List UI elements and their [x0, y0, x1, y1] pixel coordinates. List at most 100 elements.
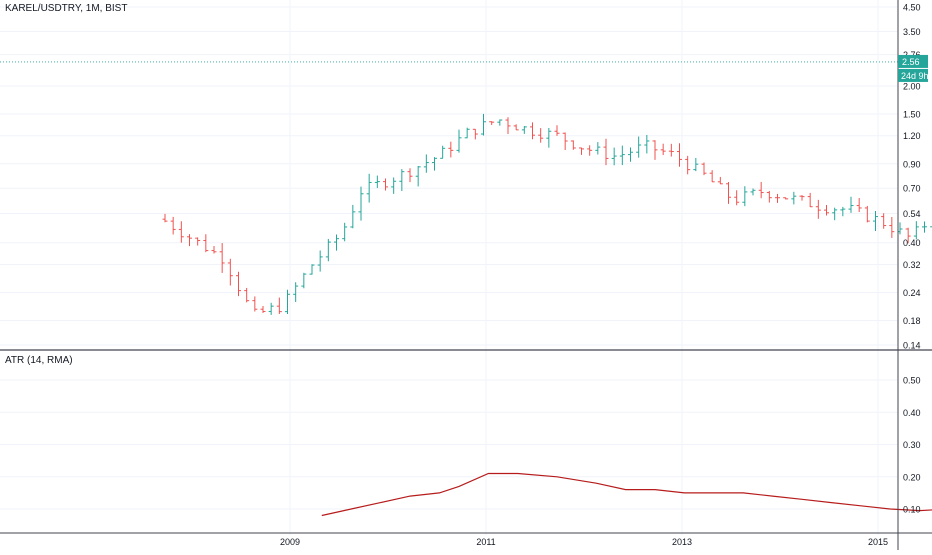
atr-tick-label: 0.10	[903, 505, 921, 515]
ohlc-bar-up	[611, 147, 617, 166]
x-tick-label: 2015	[868, 537, 888, 547]
grid-layer	[0, 0, 898, 535]
ohlc-bar-down	[219, 243, 225, 273]
ohlc-bar-down	[864, 205, 870, 223]
ohlc-bar-up	[750, 188, 756, 196]
indicator-title: ATR (14, RMA)	[5, 355, 73, 366]
atr-tick-label: 0.30	[903, 440, 921, 450]
ohlc-bar-up	[791, 191, 797, 205]
ohlc-bar-up	[366, 173, 372, 203]
ohlc-bar-down	[472, 128, 478, 140]
atr-tick-label: 0.50	[903, 376, 921, 386]
ohlc-bar-down	[276, 297, 282, 314]
countdown-value: 24d 9h	[901, 71, 929, 81]
ohlc-bar-down	[178, 221, 184, 243]
ohlc-bar-up	[628, 147, 633, 162]
ohlc-bar-down	[407, 168, 413, 183]
ohlc-bar-up	[848, 196, 854, 213]
ohlc-bar-down	[187, 234, 192, 247]
ohlc-bar-down	[554, 125, 560, 136]
ohlc-bar-up	[342, 222, 348, 242]
ohlc-bar-down	[489, 121, 495, 125]
ohlc-bar-up	[293, 282, 299, 302]
ohlc-bar-up	[742, 186, 748, 207]
ohlc-bar-down	[685, 155, 691, 175]
ohlc-bar-down	[211, 245, 217, 254]
ohlc-bar-down	[195, 237, 201, 246]
ohlc-bar-up	[399, 169, 405, 192]
ohlc-bar-down	[603, 138, 609, 166]
ohlc-bar-up	[456, 129, 462, 153]
ohlc-bar-down	[775, 193, 780, 203]
price-tick-label: 0.18	[903, 316, 921, 326]
ohlc-bar-down	[717, 176, 723, 185]
ohlc-bar-down	[709, 170, 715, 183]
atr-tick-label: 0.20	[903, 472, 921, 482]
ohlc-bar-up	[317, 250, 323, 272]
ohlc-bar-down	[677, 143, 682, 167]
countdown-badge	[898, 68, 928, 82]
ohlc-bar-down	[881, 213, 887, 229]
ohlc-bar-up	[619, 145, 625, 166]
ohlc-bar-down	[530, 122, 535, 140]
ohlc-bar-down	[889, 216, 895, 238]
price-tick-label: 0.54	[903, 209, 921, 219]
ohlc-bar-up	[922, 221, 927, 233]
ohlc-bar-up	[693, 157, 699, 172]
ohlc-bar-down	[579, 147, 584, 155]
price-tick-label: 0.90	[903, 159, 921, 169]
ohlc-bar-up	[309, 264, 315, 275]
ohlc-bar-up	[497, 119, 503, 126]
last-price-value: 2.56	[902, 57, 920, 67]
price-tick-label: 1.50	[903, 110, 921, 120]
ohlc-bar-up	[873, 211, 878, 231]
ohlc-bar-down	[799, 195, 805, 201]
ohlc-bar-up	[930, 226, 932, 228]
ohlc-bar-down	[856, 198, 862, 213]
ohlc-bar-down	[260, 306, 266, 313]
price-tick-label: 4.50	[903, 3, 921, 13]
ohlc-bar-up	[546, 128, 552, 148]
ohlc-bar-down	[162, 213, 168, 223]
ohlc-bar-down	[587, 145, 593, 156]
ohlc-bar-down	[807, 192, 813, 208]
ohlc-bar-down	[383, 178, 388, 191]
ohlc-bar-down	[758, 181, 764, 199]
last-price-badge	[898, 54, 928, 68]
ohlc-bar-up	[481, 113, 486, 136]
ohlc-bar-down	[244, 287, 250, 303]
ohlc-bar-down	[766, 190, 772, 203]
price-tick-label: 2.00	[903, 81, 921, 91]
ohlc-bar-up	[334, 234, 339, 251]
ohlc-bar-up	[832, 207, 838, 221]
ohlc-bar-down	[824, 205, 829, 216]
price-tick-label: 0.40	[903, 238, 921, 248]
ohlc-bar-down	[660, 143, 666, 156]
price-tick-label: 0.70	[903, 184, 921, 194]
ohlc-bar-down	[252, 296, 258, 312]
ohlc-bar-up	[432, 157, 437, 171]
atr-line	[321, 472, 932, 517]
price-tick-label: 0.32	[903, 260, 921, 270]
ohlc-bar-up	[325, 238, 331, 262]
ohlc-bar-up	[913, 221, 919, 240]
ohlc-bar-up	[464, 127, 470, 139]
ohlc-bar-up	[521, 126, 527, 134]
ohlc-bar-up	[644, 134, 650, 154]
ohlc-bar-down	[815, 199, 821, 219]
ohlc-bar-down	[734, 190, 740, 206]
ohlc-bar-down	[236, 271, 241, 297]
ohlc-bar-down	[726, 182, 731, 204]
ohlc-bar-up	[391, 177, 397, 194]
ohlc-bar-down	[570, 140, 576, 150]
ohlc-bar-down	[505, 117, 511, 134]
x-tick-label: 2013	[672, 537, 692, 547]
x-tick-label: 2009	[280, 537, 300, 547]
x-tick-label: 2011	[476, 537, 495, 547]
ohlc-bar-up	[374, 175, 380, 188]
ohlc-bar-down	[227, 258, 233, 286]
ohlc-bar-down	[203, 234, 209, 253]
